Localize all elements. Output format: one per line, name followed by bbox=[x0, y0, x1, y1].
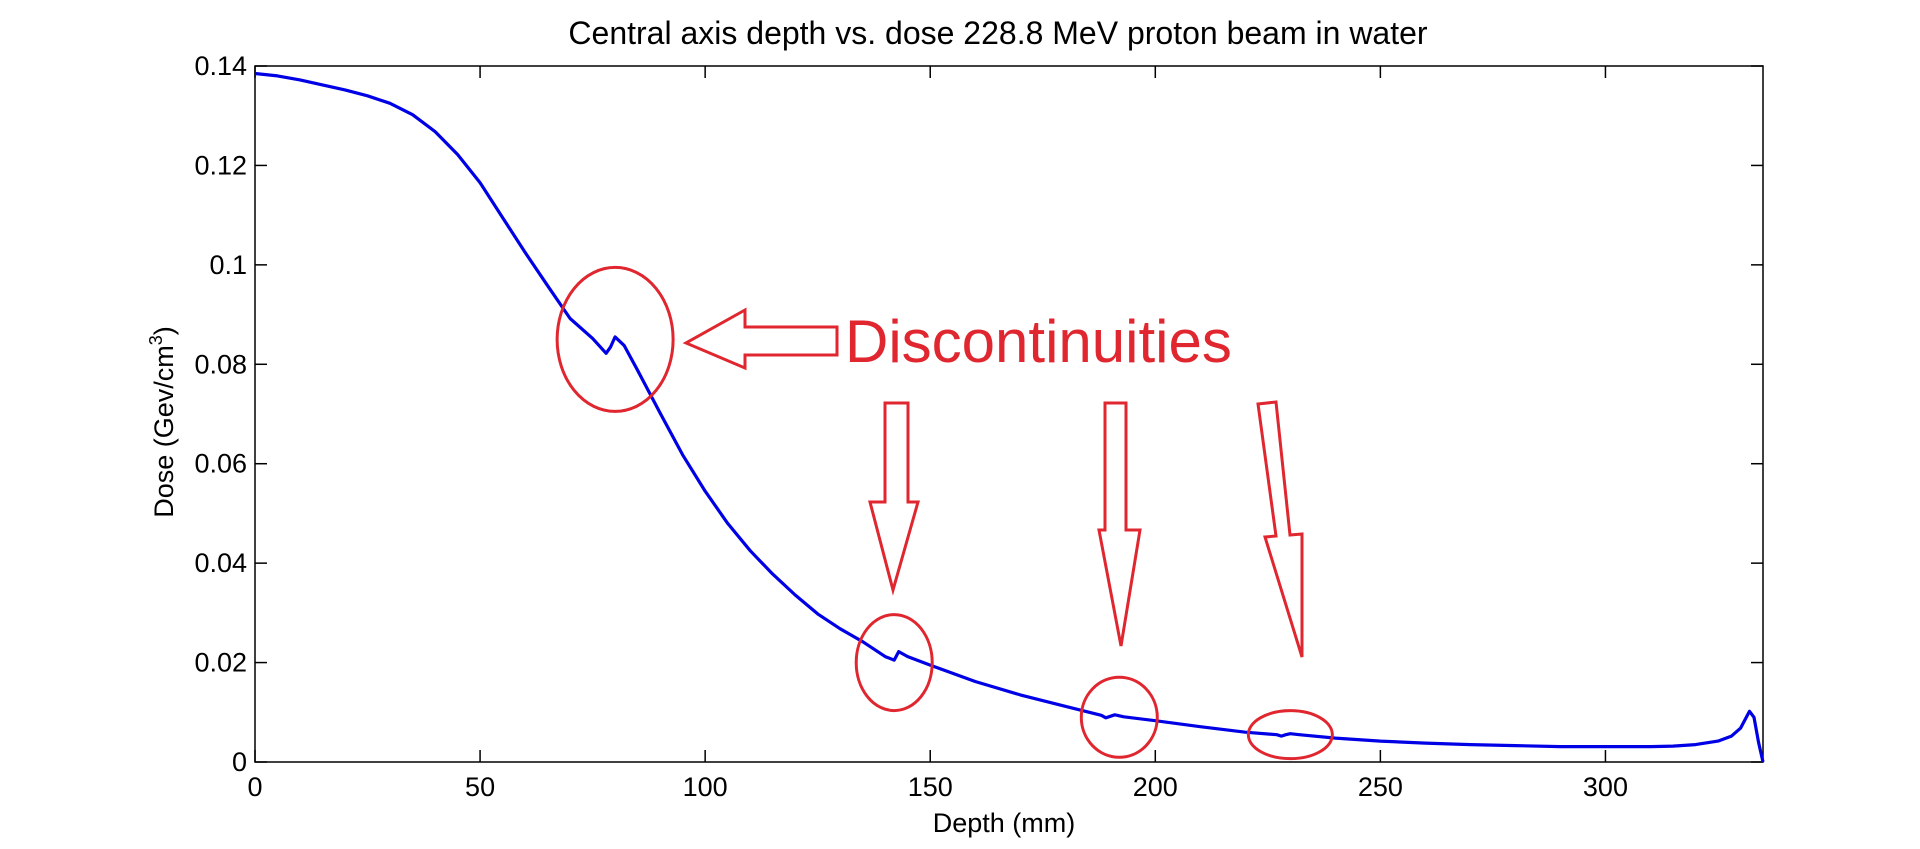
plot-area: 0 50 100 150 200 250 300 0 0.02 0.04 0.06 0.08 0.1 0.… bbox=[194, 51, 1765, 802]
x-tick-label: 100 bbox=[683, 772, 728, 802]
annotation-arrow bbox=[1097, 401, 1142, 647]
y-tick-label: 0.1 bbox=[209, 250, 247, 280]
x-tick-label: 250 bbox=[1358, 772, 1403, 802]
x-axis-label: Depth (mm) bbox=[933, 808, 1076, 838]
x-tick-label: 50 bbox=[465, 772, 495, 802]
y-axis-label-superscript: 3 bbox=[146, 335, 166, 345]
discontinuity-circle bbox=[1079, 675, 1159, 759]
plot-frame bbox=[254, 65, 1764, 763]
y-axis-label: Dose (Gev/cm3) bbox=[146, 326, 179, 518]
annotation-arrow bbox=[868, 401, 920, 596]
y-tick-label: 0.12 bbox=[194, 150, 247, 180]
x-tick-label: 200 bbox=[1133, 772, 1178, 802]
annotation-arrow bbox=[682, 307, 839, 371]
y-tick-label: 0.04 bbox=[194, 548, 247, 578]
discontinuity-circle bbox=[1246, 709, 1334, 761]
discontinuity-circle bbox=[555, 265, 675, 413]
annotation-arrow bbox=[1256, 400, 1304, 658]
y-tick-label: 0.02 bbox=[194, 648, 247, 678]
x-tick-label: 0 bbox=[247, 772, 262, 802]
y-axis-label-main: Dose (Gev/cm bbox=[149, 345, 179, 518]
discontinuities-annotation: Discontinuities bbox=[845, 308, 1232, 375]
discontinuity-circle bbox=[854, 613, 934, 713]
y-tick-label: 0.08 bbox=[194, 349, 247, 379]
y-tick-label: 0.06 bbox=[194, 449, 247, 479]
y-tick-label: 0 bbox=[232, 747, 247, 777]
chart-title: Central axis depth vs. dose 228.8 MeV pr… bbox=[568, 15, 1427, 51]
x-tick-label: 300 bbox=[1583, 772, 1628, 802]
y-tick-label: 0.14 bbox=[194, 51, 247, 81]
dose-curve bbox=[254, 71, 1765, 763]
x-tick-label: 150 bbox=[908, 772, 953, 802]
y-axis-label-close: ) bbox=[149, 326, 179, 335]
